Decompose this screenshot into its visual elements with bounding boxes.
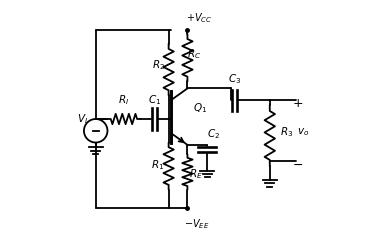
Text: +: + xyxy=(293,97,303,110)
Text: $R_1$: $R_1$ xyxy=(151,158,165,172)
Text: $V_I$: $V_I$ xyxy=(77,112,88,126)
Text: $-V_{EE}$: $-V_{EE}$ xyxy=(184,217,209,231)
Text: $R_I$: $R_I$ xyxy=(118,93,130,107)
Text: $C_1$: $C_1$ xyxy=(148,93,161,107)
Text: $R_C$: $R_C$ xyxy=(187,47,202,61)
Text: $+V_{CC}$: $+V_{CC}$ xyxy=(186,11,212,25)
Text: $R_2$: $R_2$ xyxy=(151,58,165,72)
Text: $R_3$: $R_3$ xyxy=(280,125,294,139)
Text: $C_3$: $C_3$ xyxy=(228,72,241,86)
Text: $R_E$: $R_E$ xyxy=(189,167,203,181)
Text: $Q_1$: $Q_1$ xyxy=(193,102,207,115)
Text: $v_o$: $v_o$ xyxy=(297,126,309,138)
Text: $-$: $-$ xyxy=(293,158,303,171)
Text: $C_2$: $C_2$ xyxy=(207,127,221,141)
